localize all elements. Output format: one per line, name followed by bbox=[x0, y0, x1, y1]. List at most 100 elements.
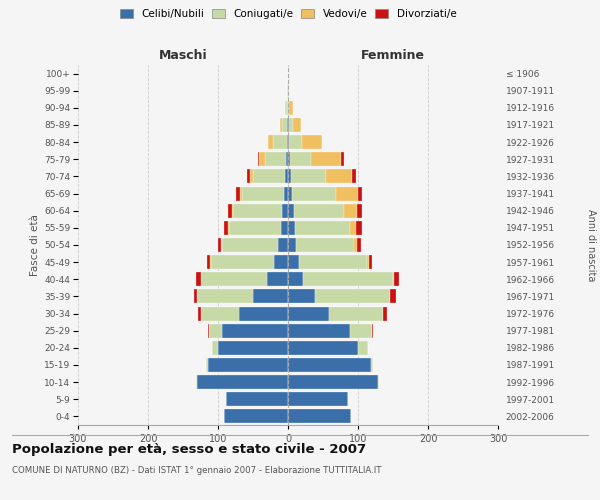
Bar bbox=[288, 101, 289, 115]
Text: Maschi: Maschi bbox=[158, 48, 208, 62]
Bar bbox=[267, 272, 288, 286]
Bar bbox=[335, 186, 358, 200]
Bar bbox=[283, 118, 287, 132]
Bar bbox=[293, 118, 301, 132]
Bar bbox=[284, 186, 288, 200]
Bar bbox=[354, 238, 358, 252]
Bar bbox=[350, 324, 372, 338]
Bar bbox=[228, 204, 232, 218]
Bar bbox=[311, 152, 341, 166]
Bar bbox=[197, 375, 288, 389]
Text: Popolazione per età, sesso e stato civile - 2007: Popolazione per età, sesso e stato civil… bbox=[12, 442, 366, 456]
Text: Femmine: Femmine bbox=[361, 48, 425, 62]
Bar bbox=[284, 170, 288, 183]
Bar bbox=[197, 290, 253, 304]
Bar bbox=[285, 101, 286, 115]
Bar bbox=[208, 358, 288, 372]
Bar bbox=[288, 204, 293, 218]
Bar bbox=[193, 290, 197, 304]
Bar bbox=[390, 290, 396, 304]
Bar bbox=[250, 170, 253, 183]
Bar bbox=[196, 272, 200, 286]
Bar bbox=[289, 101, 293, 115]
Bar bbox=[280, 118, 283, 132]
Bar bbox=[206, 358, 208, 372]
Bar bbox=[218, 238, 221, 252]
Bar bbox=[289, 135, 302, 149]
Bar bbox=[288, 290, 314, 304]
Bar bbox=[277, 238, 288, 252]
Bar bbox=[224, 221, 228, 235]
Bar bbox=[221, 238, 277, 252]
Bar bbox=[232, 204, 233, 218]
Bar bbox=[265, 152, 286, 166]
Bar bbox=[350, 221, 356, 235]
Bar bbox=[292, 186, 335, 200]
Bar bbox=[288, 306, 329, 320]
Bar bbox=[229, 221, 281, 235]
Bar bbox=[314, 290, 390, 304]
Bar bbox=[287, 135, 288, 149]
Bar bbox=[304, 272, 393, 286]
Bar bbox=[288, 324, 350, 338]
Bar bbox=[293, 204, 344, 218]
Bar bbox=[288, 341, 358, 355]
Bar bbox=[228, 221, 229, 235]
Bar bbox=[212, 341, 218, 355]
Y-axis label: Fasce di età: Fasce di età bbox=[30, 214, 40, 276]
Bar bbox=[344, 204, 356, 218]
Bar bbox=[283, 204, 288, 218]
Bar bbox=[329, 306, 383, 320]
Bar bbox=[288, 186, 292, 200]
Bar bbox=[288, 410, 351, 424]
Bar bbox=[302, 135, 322, 149]
Bar bbox=[358, 238, 361, 252]
Bar bbox=[288, 255, 299, 269]
Bar bbox=[258, 152, 259, 166]
Bar bbox=[291, 170, 326, 183]
Bar bbox=[259, 152, 265, 166]
Bar bbox=[288, 84, 289, 98]
Bar bbox=[199, 306, 200, 320]
Bar bbox=[233, 204, 283, 218]
Bar bbox=[200, 272, 267, 286]
Bar bbox=[288, 238, 296, 252]
Bar bbox=[372, 324, 373, 338]
Bar bbox=[358, 186, 361, 200]
Bar bbox=[226, 392, 288, 406]
Bar bbox=[224, 410, 288, 424]
Bar bbox=[367, 255, 368, 269]
Bar bbox=[368, 255, 372, 269]
Bar bbox=[209, 324, 221, 338]
Bar bbox=[295, 221, 350, 235]
Bar bbox=[236, 186, 240, 200]
Legend: Celibi/Nubili, Coniugati/e, Vedovi/e, Divorziati/e: Celibi/Nubili, Coniugati/e, Vedovi/e, Di… bbox=[115, 5, 461, 24]
Bar bbox=[296, 238, 354, 252]
Text: COMUNE DI NATURNO (BZ) - Dati ISTAT 1° gennaio 2007 - Elaborazione TUTTITALIA.IT: COMUNE DI NATURNO (BZ) - Dati ISTAT 1° g… bbox=[12, 466, 382, 475]
Bar bbox=[326, 170, 352, 183]
Bar bbox=[207, 255, 210, 269]
Bar bbox=[377, 375, 379, 389]
Bar bbox=[239, 306, 288, 320]
Bar bbox=[288, 272, 304, 286]
Bar bbox=[358, 341, 368, 355]
Bar bbox=[288, 170, 291, 183]
Bar bbox=[242, 186, 284, 200]
Bar bbox=[247, 170, 250, 183]
Bar bbox=[200, 306, 239, 320]
Bar bbox=[221, 324, 288, 338]
Bar bbox=[253, 170, 284, 183]
Bar bbox=[341, 152, 344, 166]
Bar bbox=[288, 221, 295, 235]
Bar bbox=[268, 135, 272, 149]
Bar bbox=[274, 255, 288, 269]
Bar bbox=[288, 375, 377, 389]
Bar bbox=[288, 118, 289, 132]
Bar bbox=[272, 135, 287, 149]
Bar bbox=[290, 152, 311, 166]
Bar bbox=[240, 186, 242, 200]
Bar bbox=[393, 272, 394, 286]
Bar bbox=[286, 101, 288, 115]
Bar bbox=[286, 152, 288, 166]
Bar bbox=[287, 84, 288, 98]
